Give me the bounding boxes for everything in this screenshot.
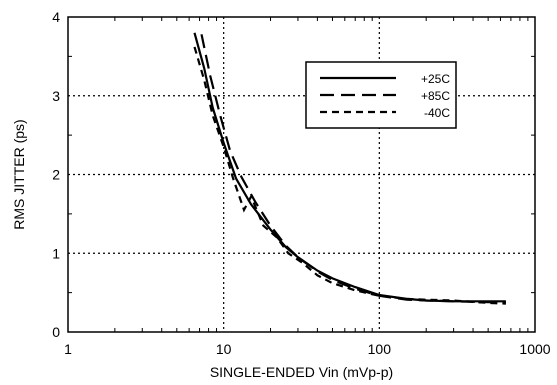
legend-label: -40C: [424, 106, 450, 120]
y-tick-label: 3: [52, 88, 60, 104]
y-tick-label: 1: [52, 245, 60, 261]
plot-frame: [67, 16, 536, 333]
legend-label: +85C: [421, 89, 450, 103]
x-tick-label: 1000: [519, 341, 550, 357]
x-axis-label: SINGLE-ENDED Vin (mVp-p): [210, 364, 393, 380]
y-tick-label: 2: [52, 167, 60, 183]
x-tick-label: 100: [368, 341, 392, 357]
gridlines: [68, 17, 535, 332]
x-tick-label: 1: [64, 341, 72, 357]
y-tick-label: 0: [52, 324, 60, 340]
legend: +25C +85C -40C: [305, 61, 457, 129]
y-tick-labels: 0 1 2 3 4: [52, 9, 60, 340]
y-tick-label: 4: [52, 9, 60, 25]
x-tick-label: 10: [216, 341, 232, 357]
series-lines: [193, 32, 506, 305]
series-line-3: [193, 46, 506, 305]
x-tick-labels: 1 10 100 1000: [64, 341, 551, 357]
legend-label: +25C: [421, 72, 450, 86]
y-axis-label: RMS JITTER (ps): [11, 119, 27, 229]
